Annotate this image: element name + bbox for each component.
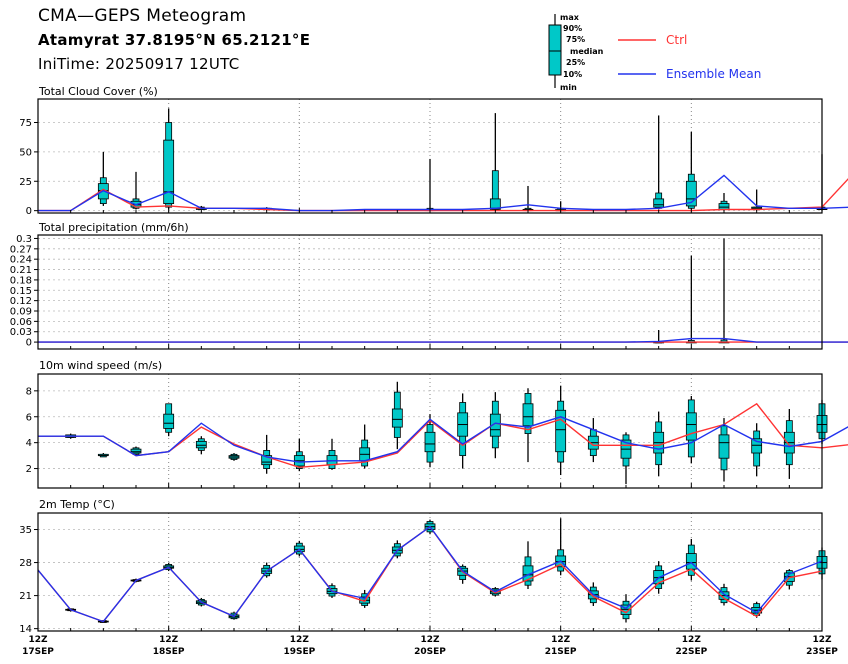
y-tick-label: 8 <box>26 386 32 397</box>
ensemble-box <box>784 409 794 479</box>
x-tick-hour: 12Z <box>159 635 179 645</box>
ensemble-box <box>621 432 631 484</box>
x-tick-date: 20SEP <box>414 647 446 657</box>
y-tick-label: 2 <box>26 464 32 475</box>
ensemble-box <box>686 256 696 343</box>
y-tick-label: 0.06 <box>10 317 32 328</box>
ensemble-box <box>262 435 272 474</box>
y-tick-label: 25 <box>19 177 32 188</box>
y-tick-label: 4 <box>26 438 32 449</box>
box-inner <box>719 435 729 458</box>
legend-median: median <box>570 47 604 56</box>
x-tick-date: 21SEP <box>545 647 577 657</box>
y-tick-label: 21 <box>19 591 32 602</box>
box-inner <box>719 204 729 210</box>
ensemble-box <box>229 453 239 461</box>
y-tick-label: 28 <box>19 558 32 569</box>
panel-3: 10m wind speed (m/s) 2 4 6 8 <box>26 359 848 488</box>
panel-title: 2m Temp (°C) <box>39 498 115 511</box>
panel-2: Total precipitation (mm/6h) 00.030.060.09… <box>10 221 848 349</box>
y-tick-label: 14 <box>19 624 32 635</box>
x-tick-hour: 12Z <box>420 635 440 645</box>
panel-title: 10m wind speed (m/s) <box>39 359 162 372</box>
panel-1: Total Cloud Cover (%) 0 25 50 75 <box>19 85 848 217</box>
box-inner <box>131 449 141 453</box>
ensemble-box <box>98 453 108 457</box>
ensemble-box <box>654 115 664 209</box>
x-tick-hour: 12Z <box>812 635 832 645</box>
x-tick-date: 17SEP <box>22 647 54 657</box>
ensemble-box <box>458 393 468 468</box>
y-tick-label: 0 <box>26 338 32 349</box>
x-tick-date: 19SEP <box>283 647 315 657</box>
ensemble-box <box>752 189 762 210</box>
y-tick-label: 0.24 <box>10 255 32 266</box>
mean-legend-label: Ensemble Mean <box>666 67 761 81</box>
box-inner <box>523 404 533 426</box>
x-tick-hour: 12Z <box>28 635 48 645</box>
y-tick-label: 35 <box>19 525 32 536</box>
y-tick-label: 50 <box>19 147 32 158</box>
y-tick-label: 0.21 <box>10 265 32 276</box>
line-legend: Ctrl Ensemble Mean <box>618 33 761 81</box>
ctrl-series-line <box>38 527 822 622</box>
y-tick-label: 0.12 <box>10 296 32 307</box>
ensemble-box <box>523 186 533 211</box>
ensemble-box <box>719 418 729 481</box>
mean-series-line <box>38 527 822 622</box>
ensemble-box <box>588 418 598 462</box>
y-tick-label: 75 <box>19 118 32 129</box>
y-tick-label: 0.18 <box>10 275 32 286</box>
ensemble-box <box>164 404 174 436</box>
legend-p75: 75% <box>566 35 585 44</box>
ensemble-box <box>523 541 533 589</box>
box-inner <box>196 441 206 447</box>
box-inner <box>392 409 402 427</box>
x-tick-hour: 12Z <box>551 635 571 645</box>
panel-4: 2m Temp (°C) 14 21 28 35 <box>19 498 827 635</box>
legend-max: max <box>560 13 580 22</box>
legend-min: min <box>560 83 577 92</box>
y-tick-label: 0.27 <box>10 244 32 255</box>
ensemble-box <box>556 386 566 475</box>
ensemble-box <box>392 382 402 449</box>
box-inner <box>654 199 664 207</box>
ctrl-legend-label: Ctrl <box>666 33 687 47</box>
legend-p25: 25% <box>566 58 585 67</box>
x-tick-hour: 12Z <box>682 635 702 645</box>
ensemble-box <box>686 539 696 581</box>
y-tick-label: 0 <box>26 206 32 217</box>
x-axis-labels: 12Z 17SEP 12Z 18SEP 12Z 19SEP 12Z 20SEP 12Z 21SEP… <box>22 635 838 657</box>
y-tick-label: 0.3 <box>16 234 32 245</box>
legend-p10: 10% <box>563 70 582 79</box>
ensemble-box <box>196 436 206 454</box>
ensemble-box <box>686 132 696 210</box>
ensemble-box <box>98 152 108 206</box>
y-tick-label: 0.03 <box>10 327 32 338</box>
panel-title: Total precipitation (mm/6h) <box>38 221 189 234</box>
x-tick-date: 23SEP <box>806 647 838 657</box>
ensemble-box <box>719 238 729 342</box>
box-inner <box>686 413 696 440</box>
legend-p90: 90% <box>563 24 582 33</box>
panel-title: Total Cloud Cover (%) <box>38 85 158 98</box>
box-legend: max 90% 75% median 25% 10% min <box>549 13 604 92</box>
y-tick-label: 0.15 <box>10 286 32 297</box>
ensemble-box <box>719 193 729 209</box>
box-inner <box>425 432 435 451</box>
x-tick-hour: 12Z <box>290 635 310 645</box>
ensemble-box <box>425 159 435 211</box>
box-inner <box>164 414 174 428</box>
meteogram-chart: max 90% 75% median 25% 10% min Ctrl Ense… <box>0 0 848 664</box>
x-tick-date: 22SEP <box>675 647 707 657</box>
y-tick-label: 0.09 <box>10 307 32 318</box>
ensemble-box <box>523 388 533 462</box>
x-tick-date: 18SEP <box>153 647 185 657</box>
ensemble-box <box>490 113 500 211</box>
ensemble-box <box>686 396 696 463</box>
y-tick-label: 6 <box>26 412 32 423</box>
